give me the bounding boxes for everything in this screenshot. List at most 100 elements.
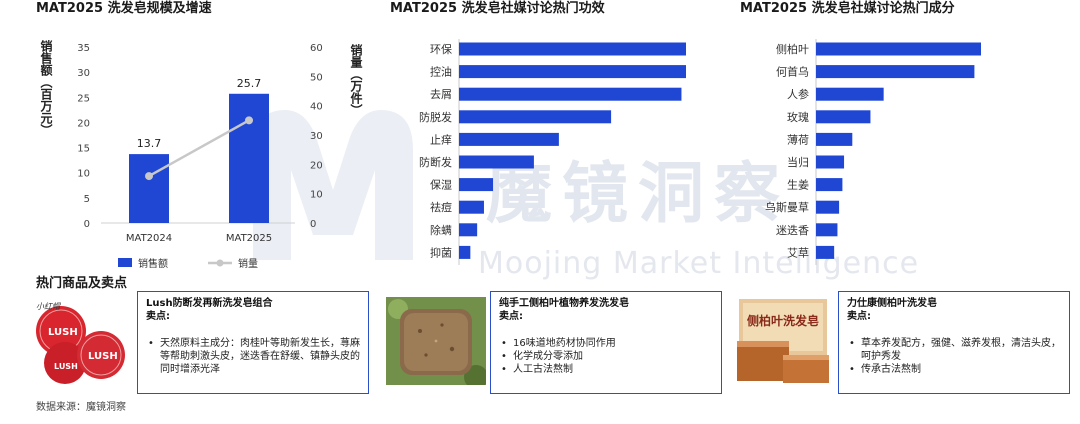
chart3-category-8: 迷迭香 bbox=[776, 224, 809, 237]
chart2-category-4: 止痒 bbox=[430, 132, 452, 146]
chart1-scale-sales: 0 5 10 15 20 25 30 35 0 10 20 30 40 50 60 13.7 MAT2024 25… bbox=[77, 43, 323, 270]
chart3-category-7: 乌斯曼草 bbox=[765, 200, 809, 214]
chart3-bar-2 bbox=[816, 87, 884, 101]
chart2-category-0: 环保 bbox=[430, 42, 452, 56]
chart3-category-4: 薄荷 bbox=[787, 132, 809, 146]
chart3-category-0: 侧柏叶 bbox=[776, 42, 809, 56]
product3-selling-label: 卖点: bbox=[847, 311, 871, 322]
chart3-bar-6 bbox=[816, 178, 843, 192]
product2-point-2: 化学成分零添加 bbox=[499, 350, 713, 363]
chart3-category-1: 何首乌 bbox=[776, 65, 809, 79]
chart1-bar-MAT2024 bbox=[129, 154, 169, 223]
product1-name: Lush防断发再新洗发皂组合 bbox=[146, 298, 273, 309]
product3-image-label: 侧柏叶洗发皂 bbox=[747, 313, 819, 328]
chart2-category-8: 除螨 bbox=[430, 223, 452, 237]
chart3-bar-8 bbox=[816, 223, 838, 237]
chart2-category-6: 保湿 bbox=[430, 178, 452, 192]
product1-card: Lush防断发再新洗发皂组合 卖点: 天然原料主成分：肉桂叶等助新发生长，荨麻等… bbox=[137, 291, 369, 394]
product3-card: 力仕康侧柏叶洗发皂 卖点: 草本养发配方，强健、滋养发根，清洁头皮，呵护秀发 传… bbox=[838, 291, 1070, 394]
chart3-bar-7 bbox=[816, 200, 840, 214]
chart1-ytick-right-2: 20 bbox=[310, 160, 323, 171]
data-source: 数据来源：魔镜洞察 bbox=[36, 402, 126, 413]
watermark-subtext: Moojing Market Intelligence bbox=[478, 246, 920, 281]
chart2-bar-1 bbox=[459, 65, 686, 79]
chart1-data-label-0: 13.7 bbox=[137, 137, 162, 150]
chart1-xtick-1: MAT2025 bbox=[226, 233, 272, 244]
product1-image-logo-1: LUSH bbox=[48, 327, 78, 338]
chart1-point-volume-1 bbox=[245, 116, 253, 125]
chart1-ylabel-right: 销量（万件） bbox=[349, 44, 363, 116]
product2-image bbox=[386, 297, 486, 385]
product3-image: 侧柏叶洗发皂 bbox=[733, 297, 833, 387]
chart3-title: MAT2025 洗发皂社媒讨论热门成分 bbox=[740, 1, 955, 16]
chart1-data-label-1: 25.7 bbox=[237, 77, 262, 90]
chart1-xtick-0: MAT2024 bbox=[126, 233, 172, 244]
chart1-ytick-left-0: 0 bbox=[84, 219, 90, 230]
chart1-ytick-right-3: 30 bbox=[310, 131, 323, 142]
chart3-bar-1 bbox=[816, 65, 975, 79]
chart1-ytick-left-2: 10 bbox=[77, 169, 90, 180]
product1-point-1: 天然原料主成分：肉桂叶等助新发生长，荨麻等帮助刺激头皮，迷迭香在舒缓、镇静头皮的… bbox=[146, 337, 360, 376]
chart3-bar-9 bbox=[816, 245, 835, 259]
chart1-ylabel: 销售额（百万元） bbox=[39, 40, 53, 136]
products-section-title: 热门商品及卖点 bbox=[36, 276, 128, 291]
chart1-series-line-volume bbox=[148, 119, 250, 178]
chart1-ytick-left-4: 20 bbox=[77, 118, 90, 129]
product2-selling-label: 卖点: bbox=[499, 311, 523, 322]
chart1-legend-swatch-sales bbox=[118, 258, 132, 267]
chart2-category-5: 防断发 bbox=[419, 155, 452, 169]
chart3-category-6: 生姜 bbox=[787, 178, 809, 192]
chart2-category-1: 控油 bbox=[430, 65, 452, 79]
product1-image-logo-3: LUSH bbox=[54, 362, 78, 371]
chart1-legend-label-sales: 销售额 bbox=[138, 257, 168, 270]
product1-selling-label: 卖点: bbox=[146, 311, 170, 322]
chart3-category-5: 当归 bbox=[787, 155, 809, 169]
chart2-bar-3 bbox=[459, 110, 612, 124]
chart1-ytick-right-0: 0 bbox=[310, 219, 316, 230]
product1-image-logo-2: LUSH bbox=[88, 351, 118, 362]
chart1-ytick-right-5: 50 bbox=[310, 72, 323, 83]
chart2-bar-8 bbox=[459, 223, 478, 237]
chart2-bar-5 bbox=[459, 155, 534, 169]
chart1-ytick-right-4: 40 bbox=[310, 102, 323, 113]
chart3-bar-4 bbox=[816, 132, 853, 146]
chart2-bar-7 bbox=[459, 200, 484, 214]
chart1-legend-dot-volume bbox=[216, 259, 224, 267]
chart2-bar-4 bbox=[459, 132, 559, 146]
chart3-category-3: 玫瑰 bbox=[787, 110, 809, 124]
chart1-ytick-left-6: 30 bbox=[77, 68, 90, 79]
chart1-ytick-right-6: 60 bbox=[310, 43, 323, 54]
product2-card: 纯手工侧柏叶植物养发洗发皂 卖点: 16味道地药材协同作用 化学成分零添加 人工… bbox=[490, 291, 722, 394]
chart2-category-3: 防脱发 bbox=[419, 110, 452, 124]
chart2-category-9: 抑菌 bbox=[430, 245, 452, 259]
watermark-logo bbox=[253, 110, 413, 260]
chart1-ytick-left-5: 25 bbox=[77, 93, 90, 104]
chart2-bar-6 bbox=[459, 178, 494, 192]
chart1-ytick-left-3: 15 bbox=[77, 144, 90, 155]
watermark-text: 魔镜洞察 bbox=[486, 155, 790, 232]
product1-image-brand: 小红帽 bbox=[36, 302, 62, 311]
chart2-category-2: 去屑 bbox=[430, 88, 452, 101]
chart1-ytick-right-1: 10 bbox=[310, 190, 323, 201]
chart1-bar-MAT2025 bbox=[229, 93, 269, 223]
product3-name: 力仕康侧柏叶洗发皂 bbox=[847, 298, 937, 309]
product2-point-3: 人工古法熬制 bbox=[499, 363, 713, 376]
chart3-category-2: 人参 bbox=[787, 87, 809, 101]
chart2-category-7: 祛痘 bbox=[430, 200, 452, 214]
chart2-title: MAT2025 洗发皂社媒讨论热门功效 bbox=[390, 1, 605, 16]
chart3-bar-3 bbox=[816, 110, 871, 124]
chart2-bar-2 bbox=[459, 87, 682, 101]
product3-point-1: 草本养发配方，强健、滋养发根，清洁头皮，呵护秀发 bbox=[847, 337, 1061, 363]
chart2-bar-0 bbox=[459, 42, 686, 56]
product2-name: 纯手工侧柏叶植物养发洗发皂 bbox=[499, 298, 629, 309]
chart3-category-9: 艾草 bbox=[787, 246, 809, 259]
product2-point-1: 16味道地药材协同作用 bbox=[499, 337, 713, 350]
chart2-bar-9 bbox=[459, 245, 471, 259]
product3-point-2: 传承古法熬制 bbox=[847, 363, 1061, 376]
product1-image: 小红帽 LUSH LUSH LUSH bbox=[30, 297, 134, 385]
chart1-ytick-left-7: 35 bbox=[77, 43, 90, 54]
chart1-ytick-left-1: 5 bbox=[84, 194, 90, 205]
chart1-point-volume-0 bbox=[145, 172, 153, 181]
